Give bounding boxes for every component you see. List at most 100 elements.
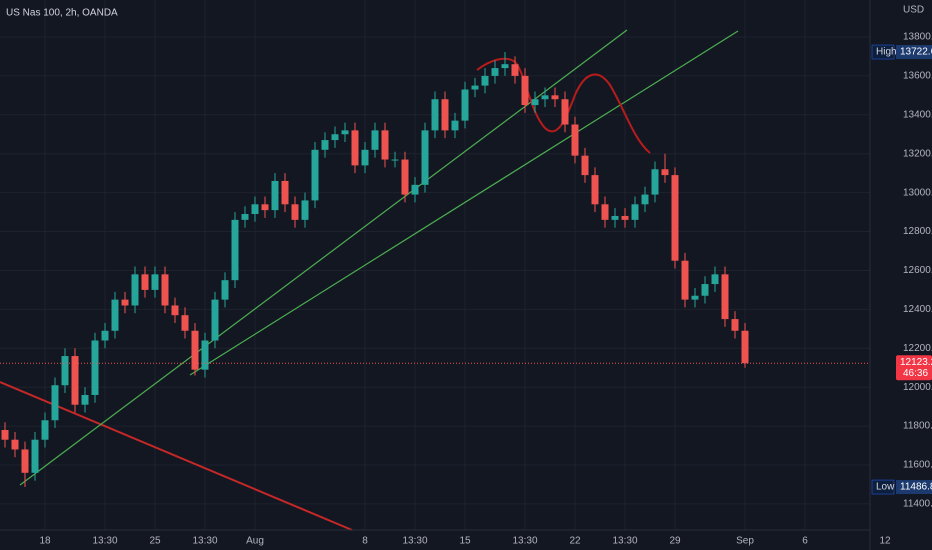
last-price-value: 12123.2	[900, 357, 932, 368]
high-tag-box	[871, 44, 895, 60]
candle-body	[431, 99, 439, 131]
candle-body	[531, 99, 539, 106]
candle-body	[31, 439, 39, 473]
candle-body	[571, 124, 579, 156]
candle-body	[401, 159, 409, 195]
y-tick-label: 12200.0	[903, 343, 932, 354]
chart-title: US Nas 100, 2h, OANDA	[6, 8, 118, 19]
candle-body	[161, 274, 169, 306]
candle-body	[101, 330, 109, 341]
candle-body	[391, 159, 399, 161]
candle-body	[141, 274, 149, 290]
candle-body	[711, 274, 719, 285]
y-tick-label: 12000.0	[903, 382, 932, 393]
candle-body	[201, 340, 209, 370]
candle-body	[421, 130, 429, 185]
candle-body	[411, 184, 419, 195]
high-value-label: 13722.6	[900, 47, 932, 58]
y-tick-label: 11400.0	[903, 499, 932, 510]
x-tick-label: 13:30	[512, 536, 537, 547]
candle-body	[511, 64, 519, 76]
candle-body	[671, 175, 679, 261]
candle-body	[721, 274, 729, 320]
last-price-box	[896, 355, 932, 381]
candle-body	[331, 134, 339, 141]
candle-body	[221, 280, 229, 300]
x-tick-label: 25	[149, 536, 161, 547]
candle-body	[261, 204, 269, 211]
candle-body	[361, 149, 369, 166]
x-tick-label: 12	[879, 536, 891, 547]
candle-body	[321, 140, 329, 150]
y-tick-label: 13800.0	[903, 32, 932, 43]
x-tick-label: 29	[669, 536, 681, 547]
candle-body	[51, 385, 59, 421]
candle-body	[41, 420, 49, 440]
candle-body	[491, 68, 499, 76]
y-tick-label: 13600.0	[903, 71, 932, 82]
y-tick-label: 12600.0	[903, 265, 932, 276]
candle-body	[191, 330, 199, 370]
low-tag-label: Low	[876, 482, 895, 493]
candle-body	[71, 356, 79, 405]
candle-body	[541, 95, 549, 100]
candle-body	[271, 180, 279, 211]
candle-body	[371, 130, 379, 150]
axis: 11400.0 11600.0 11800.0 12000.0 12200.0 12400…	[39, 32, 932, 547]
candle-body	[551, 95, 559, 100]
x-tick-label: 15	[459, 536, 471, 547]
candle-body	[11, 439, 19, 450]
candle-body	[341, 130, 349, 135]
candle-body	[131, 274, 139, 306]
x-tick-label: 6	[802, 536, 808, 547]
low-tag-box	[871, 479, 895, 495]
candle-body	[451, 120, 459, 131]
candle-body	[21, 449, 29, 473]
y-tick-label: 12400.0	[903, 304, 932, 315]
candle-body	[701, 284, 709, 296]
candle-body	[591, 175, 599, 205]
candle-body	[581, 155, 589, 176]
candle-body	[61, 356, 69, 386]
trend-line-green	[19, 29, 628, 486]
candle-body	[251, 204, 259, 215]
candle-body	[381, 130, 389, 160]
x-tick-label: Aug	[246, 536, 264, 547]
candle-body	[311, 149, 319, 201]
candle-body	[601, 204, 609, 220]
candle-body	[151, 274, 159, 290]
y-tick-label: 12800.0	[903, 226, 932, 237]
x-tick-label: 18	[39, 536, 51, 547]
candle-body	[111, 299, 119, 331]
high-tag-label: High	[876, 47, 897, 58]
candle-body	[631, 204, 639, 220]
candle-body	[691, 295, 699, 300]
candle-body	[171, 305, 179, 316]
candle-body	[121, 299, 129, 306]
x-tick-label: Sep	[736, 536, 754, 547]
candle-body	[521, 75, 529, 106]
high-value-box	[896, 45, 932, 60]
last-price-countdown: 46:36	[903, 368, 928, 379]
y-tick-label: 13000.0	[903, 187, 932, 198]
candle-body	[281, 180, 289, 205]
currency-label: USD	[903, 5, 924, 16]
candle-body	[561, 99, 569, 125]
candle-body	[1, 429, 9, 440]
y-tick-label: 11600.0	[903, 460, 932, 471]
x-tick-label: 8	[362, 536, 368, 547]
low-value-box	[896, 480, 932, 495]
candle-body	[681, 260, 689, 300]
x-tick-label: 22	[569, 536, 581, 547]
candle-body	[731, 319, 739, 331]
candle-body	[81, 394, 89, 405]
candle-body	[661, 169, 669, 176]
trend-line-green	[189, 30, 739, 376]
candle-body	[621, 215, 629, 220]
candle-body	[291, 204, 299, 220]
candle-body	[301, 200, 309, 220]
y-tick-label: 13400.0	[903, 109, 932, 120]
